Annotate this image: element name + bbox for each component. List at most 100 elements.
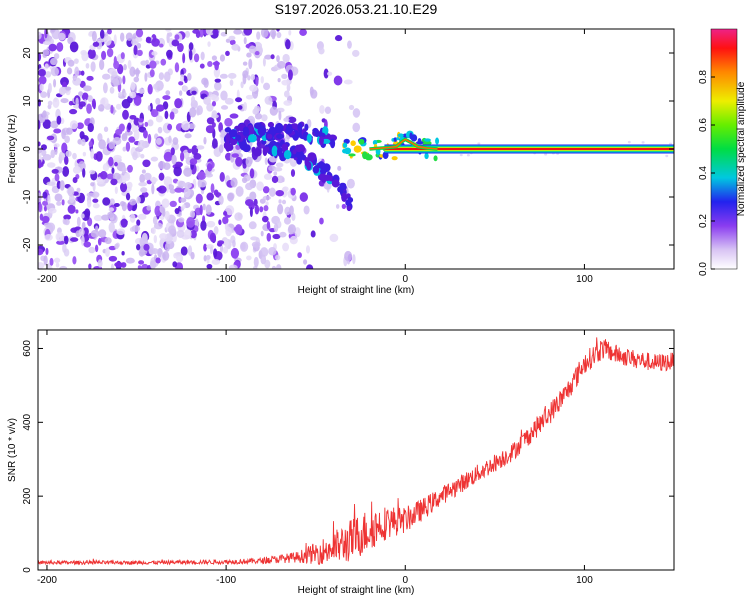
spectrogram-blob (248, 221, 257, 230)
spectrogram-drift-blob (238, 140, 245, 148)
spectrogram-blob (224, 97, 234, 105)
spectrogram-blob (222, 216, 229, 225)
spectrogram-blob (246, 255, 252, 261)
spectrogram-blob (278, 110, 282, 121)
spectrogram-blob (165, 29, 172, 32)
spectrogram-blob (276, 264, 282, 269)
spectrogram-drift-blob (225, 126, 232, 133)
spectrogram-drift-blob (347, 196, 354, 203)
spectrogram-drift-blob (283, 150, 292, 160)
spectrogram-drift-blob (257, 125, 267, 137)
spectrogram-blob (214, 81, 222, 91)
spectrogram-blob (69, 108, 78, 115)
spectrogram-blob (253, 256, 259, 268)
spectrogram-faint-blob (627, 140, 631, 144)
spectrogram-blob (80, 138, 86, 147)
spectrogram-blob (174, 98, 183, 109)
spectrogram-blob (42, 49, 50, 56)
spectrogram-blob (265, 201, 269, 206)
spectrogram-blob (324, 106, 332, 114)
spectrogram-blob (187, 72, 192, 81)
spectrogram-blob (173, 252, 178, 259)
spectrogram-blob (166, 32, 170, 44)
spectrogram-blob (67, 59, 75, 67)
spectrogram-blob (281, 73, 288, 79)
spectrogram-blob (259, 47, 263, 54)
spectrogram-blob (126, 181, 133, 189)
spectrogram-knot-blob (391, 156, 398, 161)
spectrogram-blob (72, 166, 82, 174)
spectrogram-blob (266, 232, 272, 242)
spectrogram-blob (79, 80, 86, 88)
spectrogram-blob (171, 39, 180, 47)
spectrogram-blob (171, 154, 177, 165)
spectrogram-blob (228, 264, 238, 269)
spectrogram-blob (327, 71, 333, 76)
spectrogram-blob (108, 141, 115, 150)
spectrogram-blob (277, 203, 284, 215)
spectrogram-blob (123, 92, 127, 97)
spectrogram-blob (172, 137, 179, 146)
spectrogram-blob (90, 229, 100, 238)
spectrogram-blob (47, 265, 53, 269)
spectrogram-blob (124, 172, 130, 179)
spectrogram-blob (245, 182, 254, 191)
spectrogram-blob (133, 129, 140, 141)
spectrogram-blob (38, 146, 43, 154)
spectrogram-blob (97, 259, 103, 268)
spectrogram-blob (42, 110, 47, 119)
spectrogram-blob (190, 251, 195, 260)
spectrogram-blob (138, 88, 145, 94)
spectrogram-blob (75, 97, 79, 106)
spectrogram-blob (275, 189, 285, 197)
spectrogram-blob (218, 195, 224, 205)
spectrogram-blob (149, 60, 157, 69)
spectrogram-blob (138, 118, 144, 123)
spectrogram-blob (229, 113, 239, 119)
spectrogram-blob (191, 145, 199, 156)
spectrogram-blob (76, 187, 81, 193)
spectrogram-drift-blob (256, 140, 261, 147)
spectrogram-blob (233, 29, 243, 35)
spectrogram-blob (61, 199, 65, 206)
spectrogram-blob (211, 55, 218, 61)
snr-xlabel: Height of straight line (km) (298, 585, 415, 596)
spectrogram-blob (195, 31, 201, 38)
spectrogram-blob (277, 77, 281, 83)
spectrogram-blob (344, 250, 353, 262)
spectrogram-faint-blob (665, 154, 669, 158)
snr-ytick-label: 400 (22, 414, 33, 431)
spectrogram-blob (276, 55, 280, 63)
spectrogram-knot-blob (397, 133, 404, 138)
spectrogram-blob (121, 166, 126, 175)
snr-ytick-label: 600 (22, 340, 33, 357)
spectrogram-blob (287, 69, 293, 81)
spectrogram-blob (158, 172, 165, 181)
spectrogram-blob (111, 167, 115, 174)
spectrogram-blob (118, 91, 123, 97)
spectrogram-blob (193, 53, 200, 63)
spectrogram-blob (225, 50, 230, 57)
spectrogram-blob (53, 78, 57, 88)
spectrogram-blob (46, 135, 55, 141)
spectrogram-blob (182, 204, 186, 209)
spectrogram-blob (38, 119, 41, 131)
spectrogram-blob (255, 76, 259, 87)
snr-marks (38, 337, 674, 566)
spectrogram-blob (276, 107, 285, 113)
spectrogram-blob (162, 208, 166, 217)
spectrogram-blob (103, 82, 108, 94)
spectrogram-blob (157, 185, 167, 194)
spectrogram-blob (50, 120, 59, 129)
spectrogram-blob (109, 86, 115, 94)
spectrogram-blob (157, 126, 163, 134)
spectrogram-blob (199, 29, 204, 38)
spectrogram-blob (250, 236, 259, 241)
spectrogram-blob (231, 43, 240, 51)
spectrogram-blob (252, 108, 258, 115)
spectrogram-blob (212, 29, 219, 35)
spectrogram-knot-blob (433, 155, 438, 162)
spectrogram-blob (99, 29, 105, 39)
spectrogram-blob (276, 31, 282, 39)
spectrogram-blob (347, 40, 352, 49)
